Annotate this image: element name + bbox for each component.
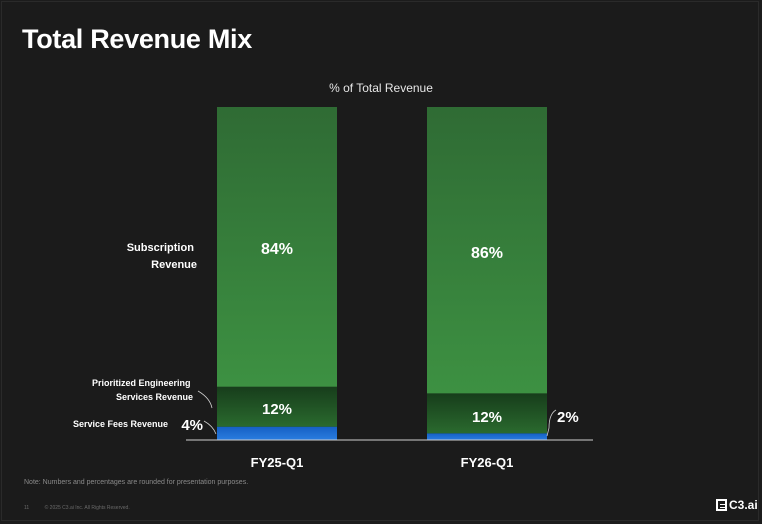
legend-label-subscription: Subscription Revenue	[127, 242, 197, 271]
category-label-fy26: FY26-Q1	[461, 455, 514, 470]
data-label-subscription-0: 84%	[261, 241, 293, 258]
page-number: 11	[24, 505, 30, 511]
data-label-prioritized-engineering-0: 12%	[262, 401, 292, 418]
bars-group	[217, 107, 547, 440]
segment-labels-group: 4% 12% 84% 2% 12% 86%	[181, 241, 578, 434]
leader-line-fy26-service	[546, 409, 557, 437]
chart-title: % of Total Revenue	[329, 81, 433, 95]
footnote: Note: Numbers and percentages are rounde…	[24, 479, 249, 486]
bar-segment-prioritized-engineering-0	[217, 386, 337, 427]
footer: 11 © 2025 C3.ai Inc. All Rights Reserved…	[24, 505, 144, 511]
legend-label-prioritized: Prioritized Engineering Services Revenue	[92, 378, 193, 402]
legend-label-service-fees: Service Fees Revenue	[73, 419, 168, 429]
bar-segment-subscription-0	[217, 107, 337, 387]
leader-line-prioritized	[197, 390, 213, 409]
data-label-prioritized-engineering-1: 12%	[472, 409, 502, 426]
data-label-service-fees-0: 4%	[181, 417, 203, 434]
slide-title: Total Revenue Mix	[22, 24, 252, 54]
c3ai-logo: C3.ai	[716, 498, 758, 512]
copyright-text: © 2025 C3.ai Inc. All Rights Reserved.	[44, 505, 130, 511]
category-label-fy25: FY25-Q1	[251, 455, 304, 470]
bar-segment-subscription-1	[427, 107, 547, 394]
c3ai-logo-icon	[716, 499, 727, 511]
bar-segment-service-fees-1	[427, 433, 547, 440]
bar-segment-prioritized-engineering-1	[427, 393, 547, 434]
data-label-subscription-1: 86%	[471, 245, 503, 262]
bar-segment-service-fees-0	[217, 426, 337, 440]
logo-text: C3.ai	[729, 498, 758, 512]
leader-line-service-fees	[203, 420, 217, 435]
data-label-service-fees-1: 2%	[557, 409, 579, 426]
